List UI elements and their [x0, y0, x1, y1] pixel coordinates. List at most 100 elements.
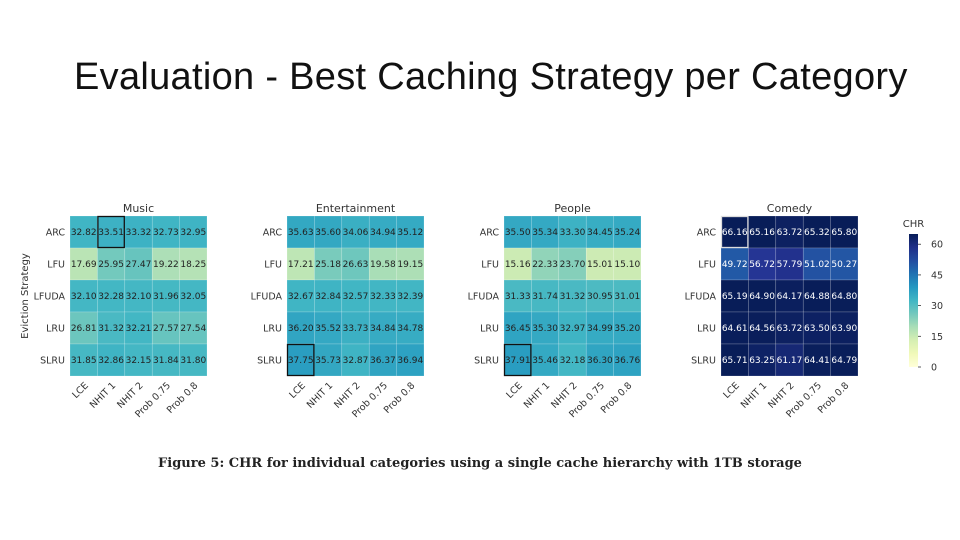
heatmap-cell [314, 279, 343, 313]
slide-title: Evaluation - Best Caching Strategy per C… [74, 56, 908, 98]
cell-value-label: 32.21 [126, 324, 152, 334]
cell-value-label: 31.32 [98, 324, 124, 334]
heatmap-cell [720, 215, 749, 249]
cell-value-label: 35.46 [532, 356, 558, 366]
heatmap-cell [124, 247, 153, 281]
heatmap-cell [69, 247, 98, 281]
heatmap-cell [69, 343, 98, 377]
heatmap-cell [748, 279, 777, 313]
heatmap-cell [97, 343, 126, 377]
cell-value-label: 36.45 [505, 324, 531, 334]
cell-value-label: 64.17 [777, 292, 803, 302]
cell-value-label: 64.61 [722, 324, 748, 334]
cell-value-label: 34.06 [343, 228, 369, 238]
cell-value-label: 37.91 [505, 356, 531, 366]
heatmap-cell [830, 343, 859, 377]
heatmap-cell [179, 247, 208, 281]
cell-value-label: 35.24 [614, 228, 640, 238]
colorbar-tick-label: 60 [931, 240, 943, 251]
cell-value-label: 63.72 [777, 228, 803, 238]
row-label: LFUDA [251, 292, 283, 303]
cell-value-label: 30.95 [587, 292, 613, 302]
cell-value-label: 37.75 [288, 356, 314, 366]
row-label: LRU [697, 324, 716, 335]
figure-caption: Figure 5: CHR for individual categories … [158, 456, 802, 471]
heatmap-figure: Eviction Strategy Music ARC LFU LFUDA LRU SLRU… [20, 202, 943, 420]
cell-value-label: 63.25 [749, 356, 775, 366]
heatmap-cell [775, 311, 804, 345]
cell-value-label: 65.19 [722, 292, 748, 302]
heatmap-cell [503, 247, 532, 281]
heatmap-cell [396, 279, 425, 313]
colorbar [909, 234, 918, 367]
row-label: ARC [46, 228, 66, 239]
row-label: LFUDA [468, 292, 500, 303]
cell-value-label: 36.94 [397, 356, 423, 366]
cell-value-label: 35.73 [315, 356, 341, 366]
heatmap-cell [830, 311, 859, 345]
cell-value-label: 36.76 [614, 356, 640, 366]
cell-value-label: 65.71 [722, 356, 748, 366]
column-tick-label: LCE [721, 380, 741, 400]
panel-title-entertainment: Entertainment [316, 202, 396, 215]
heatmap-cell [748, 343, 777, 377]
cell-value-label: 36.37 [370, 356, 396, 366]
cell-value-label: 49.72 [722, 260, 748, 270]
cell-value-label: 51.02 [804, 260, 830, 270]
cell-value-label: 34.99 [587, 324, 613, 334]
heatmap-cell [748, 311, 777, 345]
cell-value-label: 35.30 [532, 324, 558, 334]
heatmap-cell [558, 247, 587, 281]
cell-value-label: 64.80 [831, 292, 857, 302]
cell-value-label: 33.32 [126, 228, 152, 238]
heatmap-cell [286, 343, 315, 377]
heatmap-cell [613, 279, 642, 313]
best-cell-highlight [720, 215, 749, 249]
heatmap-cell [558, 343, 587, 377]
panel-title-comedy: Comedy [767, 202, 813, 215]
cell-value-label: 31.80 [180, 356, 206, 366]
cell-value-label: 64.79 [831, 356, 857, 366]
heatmap-cell [585, 247, 614, 281]
heatmap-cell [179, 343, 208, 377]
cell-value-label: 35.50 [505, 228, 531, 238]
cell-value-label: 34.45 [587, 228, 613, 238]
cell-value-label: 57.79 [777, 260, 803, 270]
best-cell-highlight [97, 215, 125, 249]
heatmap-cell [286, 247, 315, 281]
cell-value-label: 27.57 [153, 324, 179, 334]
heatmap-cell [503, 311, 532, 345]
heatmap-cell [830, 279, 859, 313]
colorbar-tick-label: 45 [931, 270, 943, 281]
colorbar-tick-label: 0 [931, 363, 937, 374]
heatmap-cell [314, 215, 343, 249]
heatmap-cell [802, 311, 831, 345]
heatmap-cell [69, 215, 98, 249]
best-cell-highlight [503, 343, 532, 377]
cell-value-label: 32.82 [71, 228, 97, 238]
cell-value-label: 32.15 [126, 356, 152, 366]
cell-value-label: 65.16 [749, 228, 775, 238]
heatmap-cell [503, 279, 532, 313]
cell-value-label: 63.50 [804, 324, 830, 334]
heatmap-cell [97, 279, 126, 313]
cell-value-label: 63.90 [831, 324, 857, 334]
row-label: ARC [480, 228, 500, 239]
cell-value-label: 32.39 [397, 292, 423, 302]
heatmap-cell [613, 247, 642, 281]
heatmap-cell [69, 311, 98, 345]
heatmap-cell [748, 247, 777, 281]
panel-title-music: Music [123, 202, 154, 215]
cell-value-label: 35.60 [315, 228, 341, 238]
cell-value-label: 26.81 [71, 324, 97, 334]
cell-value-label: 66.16 [722, 228, 748, 238]
heatmap-cell [286, 279, 315, 313]
heatmap-cell [613, 311, 642, 345]
heatmap-cell [314, 311, 343, 345]
cell-value-label: 64.90 [749, 292, 775, 302]
heatmap-cell [558, 311, 587, 345]
cell-value-label: 35.20 [614, 324, 640, 334]
heatmap-cell [775, 215, 804, 249]
heatmap-cell [368, 279, 397, 313]
heatmap-cell [341, 279, 370, 313]
